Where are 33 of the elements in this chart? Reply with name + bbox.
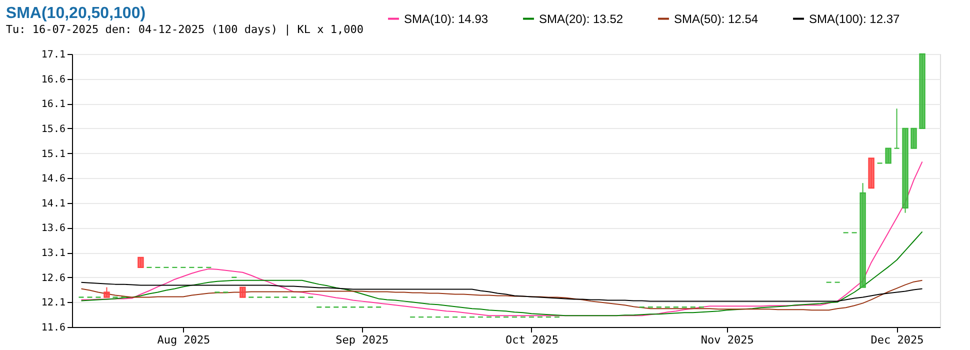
candlestick [894, 108, 900, 149]
x-tick-label: Aug 2025 [157, 334, 210, 346]
candlestick [104, 286, 110, 298]
line-series [80, 231, 923, 316]
candlestick [885, 148, 892, 164]
y-tick-label: 13.6 [41, 223, 66, 234]
y-tick-label: 12.6 [41, 272, 66, 284]
y-tick-label: 14.1 [41, 198, 66, 210]
y-tick-label: 11.6 [41, 322, 66, 334]
y-tick-label: 15.1 [41, 148, 66, 160]
x-tick-label: Dec 2025 [870, 334, 924, 346]
line-series [80, 282, 923, 302]
legend-label: SMA(50): 12.54 [674, 12, 758, 26]
x-tick-label: Sep 2025 [336, 334, 389, 346]
legend-label: SMA(100): 12.37 [809, 12, 900, 26]
legend-label: SMA(10): 14.93 [404, 12, 488, 26]
x-tick-label: Oct 2025 [505, 334, 558, 346]
y-tick-label: 12.1 [41, 298, 66, 309]
y-tick-label: 14.6 [41, 174, 66, 185]
candlestick [240, 286, 246, 298]
y-tick-label: 16.1 [41, 99, 66, 110]
candlestick [910, 128, 917, 149]
y-tick-label: 17.1 [41, 50, 66, 60]
chart-subtitle: Tu: 16-07-2025 den: 04-12-2025 (100 days) | KL x 1,000 [6, 23, 364, 36]
chart-title: SMA(10,20,50,100) [6, 5, 146, 22]
legend-label: SMA(20): 13.52 [539, 12, 624, 26]
x-tick-label: Nov 2025 [700, 334, 754, 346]
y-tick-label: 15.6 [41, 124, 66, 135]
candlestick [138, 256, 144, 268]
y-tick-label: 13.1 [41, 248, 66, 260]
y-tick-label: 16.6 [41, 74, 66, 86]
line-series [80, 280, 923, 311]
line-series [80, 161, 923, 316]
